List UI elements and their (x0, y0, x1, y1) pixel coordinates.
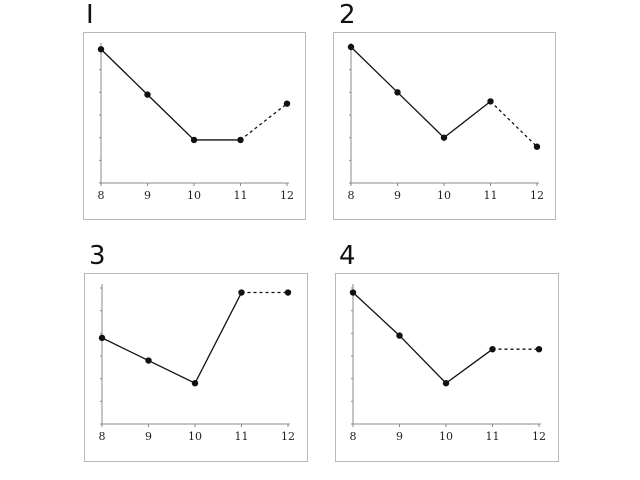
series-segment-dashed (490, 100, 538, 148)
panel-1-number: I (86, 0, 94, 30)
chart-4-svg: 8 9 10 11 12 (349, 284, 546, 443)
x-tick-label: 10 (187, 189, 201, 202)
x-tick-label: 9 (394, 189, 401, 202)
chart-3: 8 9 10 11 12 (84, 273, 308, 462)
data-point (533, 143, 541, 150)
x-tick-label: 10 (439, 430, 453, 443)
chart-1-svg: 8 9 10 11 12 (97, 43, 294, 202)
x-tick-label: 11 (486, 430, 500, 443)
data-point (535, 346, 543, 353)
series-segment (352, 292, 400, 337)
x-tick-label: 9 (145, 430, 152, 443)
chart-1: 8 9 10 11 12 (83, 32, 306, 220)
series-segment (350, 46, 398, 93)
series-segment (445, 348, 493, 384)
data-point (487, 98, 494, 105)
x-tick-label: 12 (280, 189, 294, 202)
panel-3-number: 3 (89, 241, 106, 271)
x-tick-label: 9 (396, 430, 403, 443)
data-point (489, 346, 496, 353)
series-segment (399, 335, 447, 384)
series-segment (100, 48, 148, 96)
data-point (97, 46, 105, 53)
series-segment (397, 91, 445, 139)
x-tick-label: 8 (350, 430, 357, 443)
data-point (238, 289, 245, 296)
panel-2-number: 2 (339, 0, 356, 30)
x-tick-label: 8 (348, 189, 355, 202)
x-tick-label: 9 (144, 189, 151, 202)
x-tick-label: 11 (235, 430, 249, 443)
panel-4-number: 4 (339, 241, 356, 271)
data-point (284, 289, 292, 296)
series-segment-dashed (240, 103, 288, 141)
x-tick-label: 10 (437, 189, 451, 202)
series-segment (101, 337, 149, 362)
data-point (237, 136, 244, 144)
data-point (145, 357, 152, 364)
series-segment (194, 292, 243, 384)
series-segment (147, 94, 195, 141)
chart-2: 8 9 10 11 12 (333, 32, 556, 220)
x-tick-label: 12 (530, 189, 544, 202)
x-tick-label: 11 (234, 189, 248, 202)
x-tick-label: 8 (99, 430, 106, 443)
series-segment (443, 100, 491, 139)
data-point (349, 289, 357, 296)
x-tick-label: 12 (532, 430, 546, 443)
data-point (144, 91, 151, 98)
data-point (347, 43, 355, 51)
data-point (98, 334, 106, 342)
data-point (394, 89, 401, 96)
series-segment (148, 359, 196, 384)
data-point (283, 100, 291, 107)
data-point (442, 380, 450, 387)
data-point (440, 134, 448, 141)
x-tick-label: 8 (98, 189, 105, 202)
x-tick-label: 11 (484, 189, 498, 202)
chart-2-svg: 8 9 10 11 12 (347, 43, 544, 202)
chart-3-svg: 8 9 10 11 12 (98, 284, 295, 443)
data-point (190, 136, 198, 144)
chart-4: 8 9 10 11 12 (335, 273, 559, 462)
x-tick-label: 12 (281, 430, 295, 443)
data-point (191, 380, 199, 387)
x-tick-label: 10 (188, 430, 202, 443)
data-point (396, 332, 403, 339)
